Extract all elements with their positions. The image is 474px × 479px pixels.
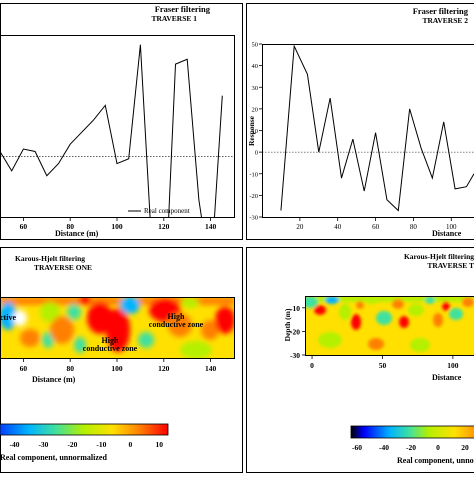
tr-xtick-label: 40 [334,223,342,231]
bl-colorbar-tick: -20 [67,440,77,449]
tr-ylabel: Response [247,115,256,146]
br-ylabel: Depth (m) [283,308,292,341]
bl-subtitle: TRAVERSE ONE [34,263,92,272]
tl-subtitle: TRAVERSE 1 [151,14,197,23]
tr-xtick-label: 80 [410,223,418,231]
tr-xtick-label: 60 [372,223,380,231]
bl-colorbar-label: Real component, unnormalized [0,453,107,462]
panel-frame-bottom-left [1,248,243,473]
br-colorbar-tick: 20 [461,443,469,452]
bl-colorbar-tick: 0 [128,440,132,449]
tr-ytick-label: 0 [255,150,258,157]
tl-xtick-label: 120 [158,222,170,231]
tr-ytick-label: 50 [252,42,259,49]
bl-colorbar-tick: -10 [96,440,106,449]
br-xtick-label: 0 [310,361,314,370]
br-colorbar-label: Real component, unnormalized [397,456,474,465]
br-heatmap [302,296,474,356]
tr-xtick-label: 20 [296,223,304,231]
tl-xtick-label: 60 [20,222,28,231]
panel-frame-bottom-right [247,248,474,473]
tl-xtick-label: 140 [205,222,217,231]
tr-response-line [281,46,474,210]
tl-legend-label: Real component [144,207,190,215]
bl-xtick-label: 120 [158,364,170,373]
br-xtick-label: 100 [447,361,459,370]
br-colorbar-tick: -40 [379,443,389,452]
bl-colorbar-tick: -30 [38,440,48,449]
br-colorbar-tick: -20 [406,443,416,452]
bl-xtick-label: 80 [66,364,74,373]
br-colorbar-tick: -60 [352,443,362,452]
tr-subtitle: TRAVERSE 2 [422,16,468,25]
bl-xtick-label: 140 [205,364,217,373]
tr-ytick-label: 40 [252,63,259,70]
tr-ytick-label: 20 [252,106,259,113]
bl-xtick-label: 100 [111,364,123,373]
tl-xtick-label: 100 [111,222,123,231]
tr-ytick-label: -20 [249,193,258,200]
bl-colorbar [0,424,168,435]
br-title: Karous-Hjelt filtering [404,252,474,261]
tr-ytick-label: -10 [249,171,258,178]
tr-ytick-label: 30 [252,85,259,92]
bl-xtick-label: 60 [20,364,28,373]
tr-title: Fraser filtering [413,6,469,16]
bl-title: Karous-Hjelt filtering [15,254,85,263]
tr-ytick-label: -30 [249,215,258,222]
br-subtitle: TRAVERSE T [427,261,474,270]
tl-real-component-line [0,45,222,326]
br-ytick-label: -30 [290,351,300,360]
bl-colorbar-tick: 10 [156,440,164,449]
tl-title: Fraser filtering [155,4,211,14]
br-xlabel: Distance [432,373,462,382]
panel-frame-top-left [1,4,243,240]
tl-xlabel: Distance (m) [55,229,99,238]
br-colorbar [351,426,474,438]
bl-xlabel: Distance (m) [32,375,76,384]
br-colorbar-tick: 0 [436,443,440,452]
bl-annotation-zone-3: ctive [0,313,16,322]
br-xtick-label: 50 [379,361,387,370]
panel-frame-top-right [247,4,474,240]
tr-xlabel: Distance [432,229,462,238]
tl-plot-area [1,36,235,218]
bl-colorbar-tick: -40 [9,440,19,449]
